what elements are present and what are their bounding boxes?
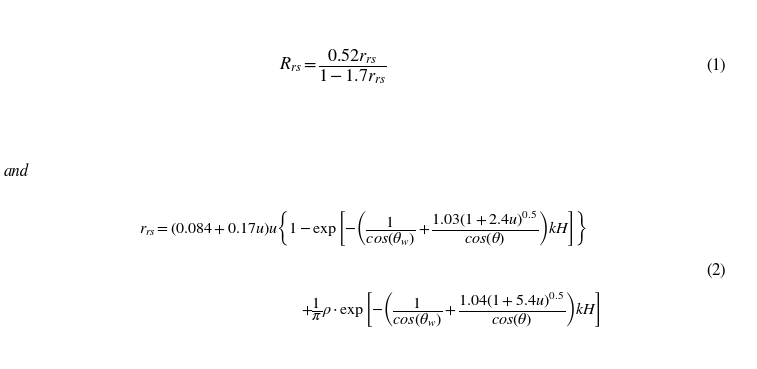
Text: $r_{rs} = (0.084 + 0.17u)u\left\{1 - \exp\left[-\left(\dfrac{1}{cos(\theta_w)} +: $r_{rs} = (0.084 + 0.17u)u\left\{1 - \ex… [139, 209, 587, 248]
Text: $R_{rs} = \dfrac{0.52r_{rs}}{1 - 1.7r_{rs}}$: $R_{rs} = \dfrac{0.52r_{rs}}{1 - 1.7r_{r… [279, 47, 387, 86]
Text: $(2)$: $(2)$ [706, 262, 727, 280]
Text: and: and [4, 163, 29, 180]
Text: $(1)$: $(1)$ [706, 57, 727, 76]
Text: $+\dfrac{1}{\pi}\rho \cdot \exp\left[-\left(\dfrac{1}{cos(\theta_w)} + \dfrac{1.: $+\dfrac{1}{\pi}\rho \cdot \exp\left[-\l… [301, 290, 600, 330]
